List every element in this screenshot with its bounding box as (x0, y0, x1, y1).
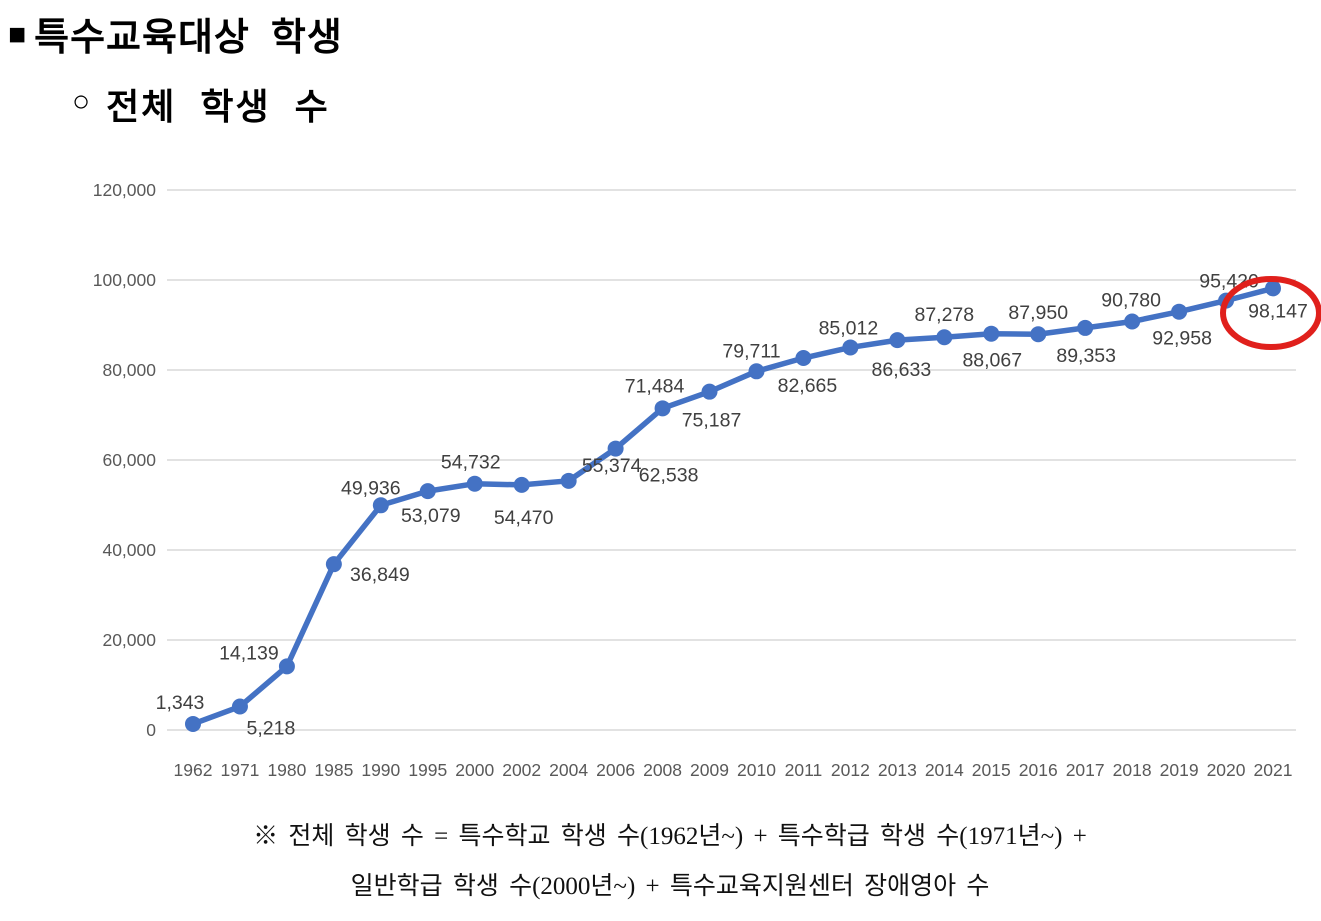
data-label: 54,470 (494, 507, 554, 529)
data-point (795, 350, 812, 367)
data-point (372, 497, 389, 514)
data-label: 90,780 (1101, 289, 1161, 311)
x-tick-label: 2008 (643, 760, 682, 780)
y-tick-label: 40,000 (102, 540, 156, 560)
x-tick-label: 2002 (502, 760, 541, 780)
data-label: 75,187 (682, 410, 742, 432)
data-point (419, 483, 436, 500)
data-label: 1,343 (156, 692, 205, 714)
x-tick-label: 2004 (549, 760, 588, 780)
x-tick-label: 1990 (361, 760, 400, 780)
y-tick-label: 100,000 (93, 270, 157, 290)
data-label: 14,139 (219, 642, 279, 664)
square-bullet-icon: ■ (8, 17, 27, 51)
data-point (560, 472, 577, 489)
y-tick-label: 20,000 (102, 630, 156, 650)
x-tick-label: 2009 (690, 760, 729, 780)
data-point (654, 400, 671, 417)
x-tick-label: 2012 (831, 760, 870, 780)
data-point (1077, 319, 1094, 336)
data-label: 82,665 (778, 375, 838, 397)
data-point (1265, 280, 1282, 297)
x-tick-label: 1995 (408, 760, 447, 780)
data-label: 79,711 (722, 340, 780, 362)
x-tick-label: 2006 (596, 760, 635, 780)
data-point (983, 325, 1000, 342)
x-tick-label: 2010 (737, 760, 776, 780)
x-tick-label: 2015 (972, 760, 1011, 780)
data-point (278, 658, 295, 675)
data-label: 98,147 (1248, 300, 1308, 322)
x-tick-label: 2016 (1019, 760, 1058, 780)
chart-footnote: ※ 전체 학생 수 = 특수학교 학생 수(1962년~) + 특수학급 학생 … (0, 812, 1321, 912)
x-tick-label: 1985 (314, 760, 353, 780)
data-point (466, 475, 483, 492)
page-title-row: ■ 특수교육대상 학생 (8, 6, 343, 61)
data-label: 89,353 (1056, 345, 1116, 367)
data-point (513, 476, 530, 493)
data-point (231, 698, 248, 715)
data-label: 55,374 (582, 455, 642, 477)
data-label: 87,950 (1008, 302, 1068, 324)
data-point (1124, 313, 1141, 330)
x-tick-label: 2018 (1113, 760, 1152, 780)
data-point (842, 339, 859, 356)
data-point (185, 715, 201, 732)
footnote-line-2: 일반학급 학생 수(2000년~) + 특수교육지원센터 장애영아 수 (350, 873, 990, 900)
data-point (607, 440, 624, 457)
data-label: 36,849 (350, 564, 410, 586)
data-point (1030, 326, 1047, 343)
data-label: 92,958 (1152, 328, 1212, 350)
y-tick-label: 120,000 (93, 180, 157, 200)
x-tick-label: 2019 (1160, 760, 1199, 780)
y-tick-label: 0 (146, 720, 156, 740)
data-label: 86,633 (872, 359, 932, 381)
x-tick-label: 2020 (1207, 760, 1246, 780)
footnote-line-1: ※ 전체 학생 수 = 특수학교 학생 수(1962년~) + 특수학급 학생 … (253, 823, 1087, 850)
x-tick-label: 2000 (455, 760, 494, 780)
x-tick-label: 2013 (878, 760, 917, 780)
chart-subtitle: 전체 학생 수 (106, 86, 330, 127)
data-point (748, 363, 765, 380)
data-label: 85,012 (819, 317, 879, 339)
data-label: 71,484 (625, 375, 685, 397)
y-tick-label: 60,000 (102, 450, 156, 470)
data-point (936, 329, 953, 346)
data-label: 62,538 (639, 465, 699, 487)
x-tick-label: 2011 (785, 760, 823, 780)
x-tick-label: 2017 (1066, 760, 1105, 780)
x-tick-label: 2021 (1254, 760, 1293, 780)
y-tick-label: 80,000 (102, 360, 156, 380)
circle-bullet-icon: ○ (72, 85, 91, 118)
highlight-ellipse-annotation (1220, 276, 1321, 350)
x-tick-label: 1971 (220, 760, 259, 780)
data-label: 54,732 (441, 452, 501, 474)
x-tick-label: 2014 (925, 760, 964, 780)
data-point (325, 556, 342, 573)
data-label: 5,218 (247, 718, 296, 740)
data-label: 87,278 (914, 304, 974, 326)
x-tick-label: 1980 (267, 760, 306, 780)
data-point (1171, 303, 1188, 320)
data-label: 49,936 (341, 477, 401, 499)
page-title: 특수교육대상 학생 (34, 17, 343, 59)
data-label: 88,067 (962, 350, 1022, 372)
data-label: 53,079 (401, 505, 461, 527)
chart-subtitle-row: ○ 전체 학생 수 (72, 78, 330, 130)
data-point (701, 383, 718, 400)
data-point (889, 332, 906, 349)
x-tick-label: 1962 (174, 760, 213, 780)
